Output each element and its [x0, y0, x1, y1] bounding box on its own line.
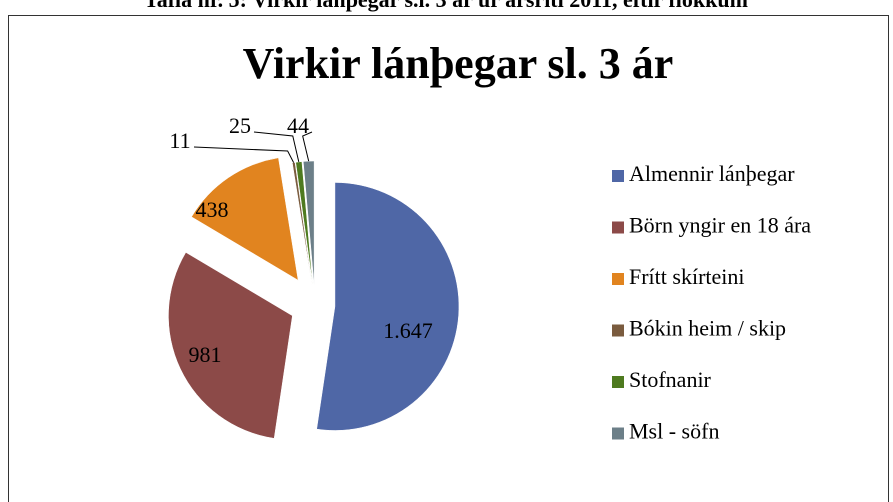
- pie-slice: [302, 160, 315, 286]
- legend-label: Frítt skírteini: [629, 264, 745, 289]
- legend-label: Börn yngir en 18 ára: [629, 213, 811, 238]
- legend-label: Bókin heim / skip: [629, 316, 786, 341]
- legend-swatch: [612, 376, 624, 388]
- leader-line: [193, 146, 295, 163]
- pie-slice: [191, 157, 299, 281]
- leader-line: [302, 131, 313, 162]
- pie-slice: [295, 161, 313, 286]
- legend-swatch: [612, 273, 624, 285]
- legend-swatch: [612, 427, 624, 440]
- pie-slice: [168, 252, 293, 439]
- legend-swatch: [612, 221, 624, 234]
- data-label: 44: [287, 113, 309, 138]
- legend-label: Stofnanir: [629, 367, 712, 392]
- data-label: 25: [229, 113, 251, 138]
- leader-line: [253, 131, 300, 163]
- legend-label: Almennir lánþegar: [629, 161, 795, 186]
- legend-swatch: [612, 324, 624, 337]
- legend-label: Msl - söfn: [629, 419, 719, 444]
- data-label: 11: [169, 128, 190, 153]
- data-label: 438: [196, 197, 229, 222]
- pie-slice: [316, 182, 460, 431]
- chart-title: Virkir lánþegar sl. 3 ár: [243, 39, 674, 88]
- caption: Tafla nr. 5: Virkir lánþegar s.l. 3 ár ú…: [144, 0, 748, 12]
- legend-swatch: [612, 170, 624, 182]
- data-label: 981: [189, 342, 222, 367]
- data-label: 1.647: [383, 318, 433, 343]
